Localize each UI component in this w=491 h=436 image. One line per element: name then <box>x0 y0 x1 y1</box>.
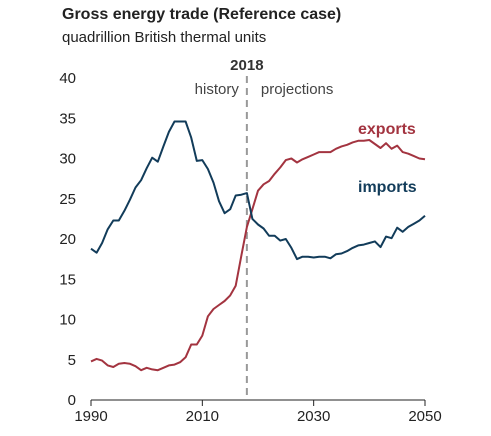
chart-subtitle: quadrillion British thermal units <box>62 29 267 46</box>
x-tick-label-2050: 2050 <box>408 408 441 425</box>
projections-label: projections <box>261 81 334 98</box>
divider-year-label: 2018 <box>230 57 263 74</box>
y-tick-label-30: 30 <box>59 151 76 168</box>
y-tick-label-20: 20 <box>59 231 76 248</box>
x-tick-label-1990: 1990 <box>74 408 107 425</box>
imports-series-label: imports <box>358 179 417 196</box>
x-tick-label-2030: 2030 <box>297 408 330 425</box>
y-tick-label-5: 5 <box>68 352 76 369</box>
y-tick-label-35: 35 <box>59 110 76 127</box>
y-tick-label-40: 40 <box>59 70 76 87</box>
imports-line <box>90 120 426 261</box>
y-tick-label-25: 25 <box>59 191 76 208</box>
exports-line <box>90 139 426 372</box>
exports-series-label: exports <box>358 121 416 138</box>
y-tick-label-15: 15 <box>59 271 76 288</box>
y-tick-label-10: 10 <box>59 312 76 329</box>
history-label: history <box>195 81 240 98</box>
y-tick-label-0: 0 <box>68 392 76 409</box>
chart-title: Gross energy trade (Reference case) <box>62 6 342 23</box>
x-tick-label-2010: 2010 <box>186 408 219 425</box>
